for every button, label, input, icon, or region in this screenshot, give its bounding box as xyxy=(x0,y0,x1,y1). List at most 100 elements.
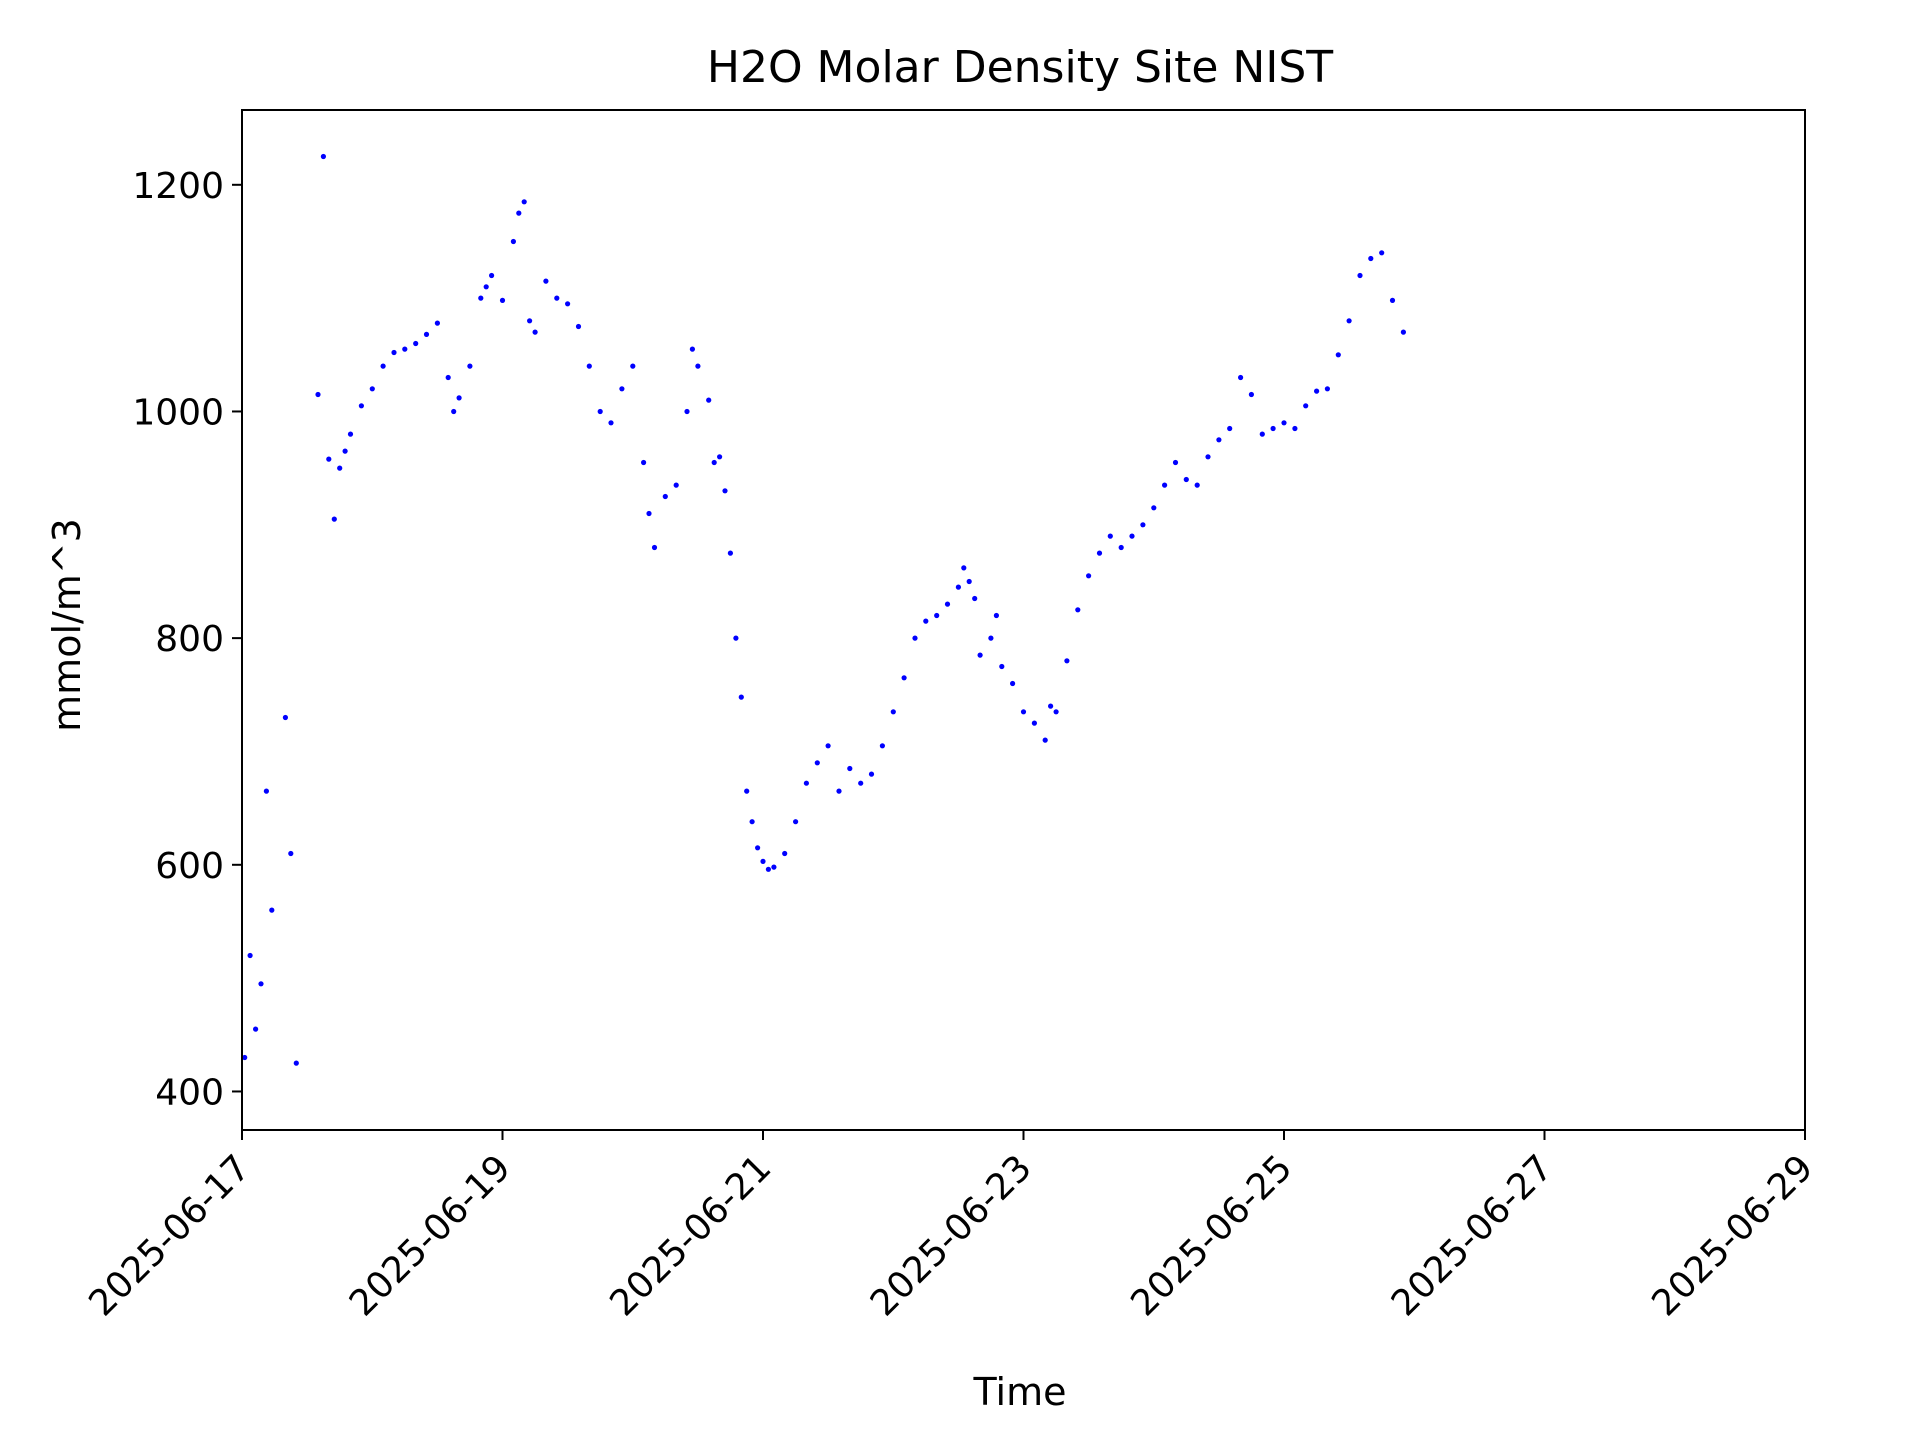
data-point xyxy=(814,760,820,766)
plot-frame xyxy=(241,109,1806,1131)
data-point xyxy=(586,363,592,369)
data-point xyxy=(646,510,652,517)
data-point xyxy=(722,488,728,494)
data-point xyxy=(293,1060,299,1066)
data-point xyxy=(993,612,1000,619)
data-point xyxy=(1216,437,1222,443)
data-point xyxy=(651,544,658,551)
data-point xyxy=(1324,386,1330,392)
data-point xyxy=(1140,522,1146,528)
data-point xyxy=(825,743,831,749)
y-tick-label: 1000 xyxy=(132,392,224,433)
data-point xyxy=(565,301,571,307)
data-point xyxy=(1064,658,1070,664)
data-point xyxy=(445,374,451,381)
data-point xyxy=(765,866,772,872)
data-point xyxy=(1183,476,1189,483)
data-point xyxy=(326,456,332,462)
data-point xyxy=(391,349,397,356)
data-point xyxy=(510,238,516,245)
data-point xyxy=(269,907,275,913)
data-point xyxy=(961,565,967,571)
data-point xyxy=(575,323,582,330)
data-point xyxy=(793,819,799,825)
data-point xyxy=(1335,352,1341,358)
data-point xyxy=(890,709,896,715)
data-point xyxy=(972,595,978,602)
data-point xyxy=(744,788,750,794)
data-point xyxy=(456,395,462,401)
data-point xyxy=(478,295,484,301)
data-point xyxy=(706,397,712,403)
data-point xyxy=(1031,720,1037,726)
data-point xyxy=(516,210,522,216)
data-point xyxy=(1281,420,1287,426)
data-point xyxy=(242,1054,248,1061)
data-point xyxy=(858,780,864,786)
data-point xyxy=(1118,544,1124,551)
x-tick-label: 2025-06-21 xyxy=(602,1147,779,1324)
data-point xyxy=(641,459,647,466)
data-point xyxy=(532,329,538,335)
data-point xyxy=(342,448,348,454)
data-point xyxy=(749,819,755,825)
data-point xyxy=(1303,403,1309,409)
data-point xyxy=(282,714,288,721)
data-point xyxy=(527,318,533,324)
y-tick-label: 1200 xyxy=(132,166,224,207)
data-point xyxy=(1172,459,1179,466)
data-point xyxy=(434,320,440,326)
data-point xyxy=(684,408,690,415)
plot-area: 400 600 800 1000 1200 2025-06-17 2025-06-19 202… xyxy=(81,109,1821,1324)
data-point xyxy=(1162,482,1168,488)
x-tick-label: 2025-06-23 xyxy=(863,1147,1040,1324)
data-point xyxy=(760,858,766,865)
x-axis-label: Time xyxy=(973,1370,1067,1414)
y-tick-label: 600 xyxy=(155,846,224,887)
y-tick-label: 800 xyxy=(155,619,224,660)
data-point xyxy=(1357,272,1363,279)
data-point xyxy=(1053,709,1059,715)
data-point xyxy=(1314,388,1320,394)
data-point xyxy=(369,386,375,392)
x-tick-label: 2025-06-27 xyxy=(1384,1147,1561,1324)
data-point xyxy=(423,331,430,337)
data-point xyxy=(771,864,777,870)
data-point xyxy=(1379,250,1385,256)
data-point xyxy=(695,363,701,369)
data-point xyxy=(483,284,489,290)
data-point xyxy=(521,199,527,205)
data-point xyxy=(619,386,625,392)
data-point xyxy=(1075,607,1081,613)
data-point xyxy=(999,663,1005,670)
data-point xyxy=(966,578,972,585)
data-point xyxy=(288,850,294,857)
data-point xyxy=(1400,329,1406,335)
data-point xyxy=(901,675,907,681)
chart-title: H2O Molar Density Site NIST xyxy=(707,42,1333,93)
data-point xyxy=(836,788,842,794)
data-point xyxy=(738,694,744,700)
data-point xyxy=(597,408,603,415)
data-point xyxy=(1205,454,1211,460)
y-tick-label: 400 xyxy=(155,1072,224,1113)
data-point xyxy=(402,346,408,352)
data-point xyxy=(380,363,386,369)
data-point xyxy=(320,153,326,160)
data-point xyxy=(1346,318,1352,324)
data-point xyxy=(879,743,886,749)
data-point xyxy=(673,482,679,488)
data-point xyxy=(1129,533,1135,539)
data-point xyxy=(1248,391,1254,398)
data-point xyxy=(727,550,734,556)
data-point xyxy=(868,771,875,777)
x-tick-label: 2025-06-25 xyxy=(1123,1147,1300,1324)
data-point xyxy=(247,952,253,959)
data-point xyxy=(1020,709,1027,715)
data-point xyxy=(944,601,951,607)
data-point xyxy=(934,612,940,619)
data-point xyxy=(608,420,614,426)
x-tick-label: 2025-06-29 xyxy=(1644,1147,1821,1324)
data-point xyxy=(258,981,264,987)
